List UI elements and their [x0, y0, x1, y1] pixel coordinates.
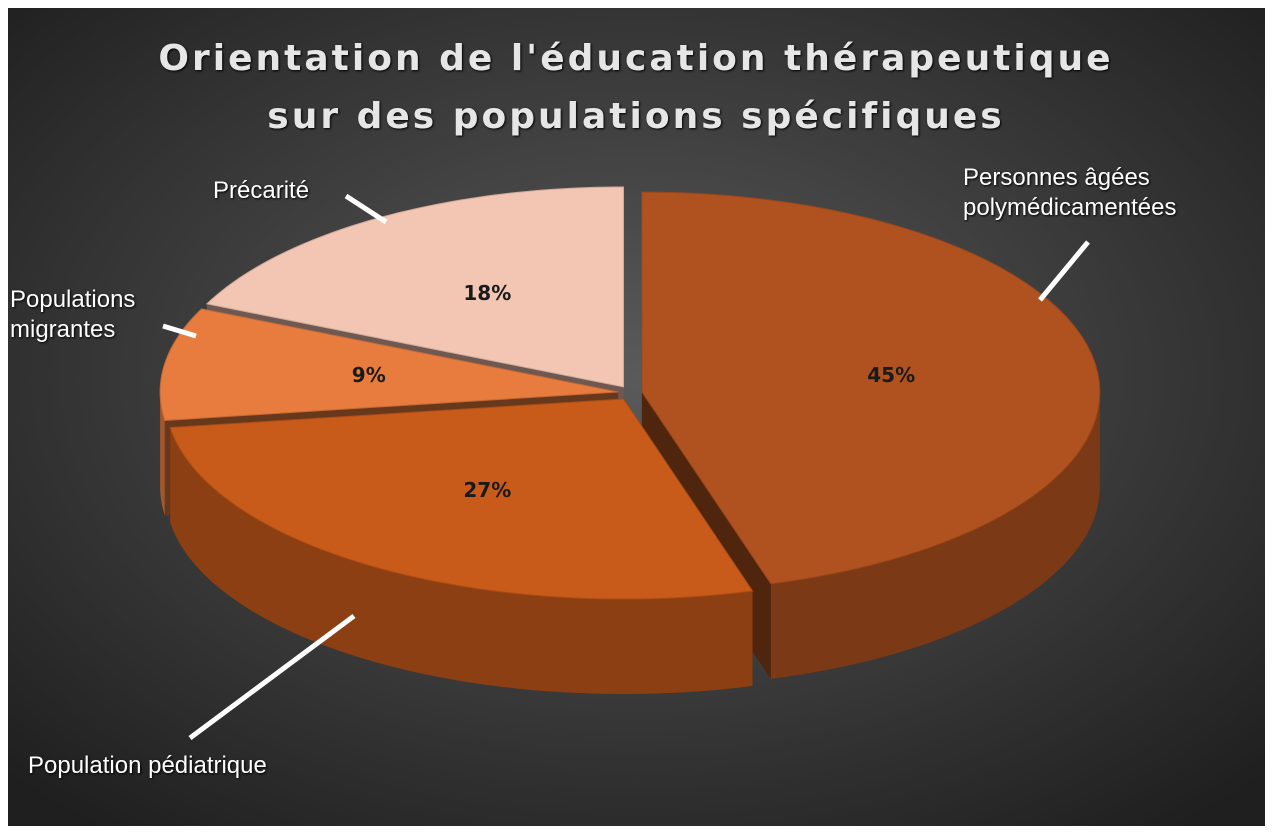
chart-canvas: 45% 27% 9% 18% [8, 8, 1265, 826]
leader-line [162, 323, 197, 339]
chart-title: Orientation de l'éducation thérapeutique… [158, 38, 1114, 137]
leader-line [1038, 240, 1090, 302]
leader-line [344, 193, 388, 225]
pie-slice [159, 308, 619, 421]
pie-slice [169, 398, 754, 600]
slice-side [770, 391, 1100, 679]
leader-lines [162, 193, 1090, 741]
data-label: 9% [352, 363, 386, 387]
slice-side [160, 391, 165, 516]
chart: 45% 27% 9% 18% Orientation de l'éducation t… [8, 8, 1265, 826]
pie: 45% 27% 9% 18% [159, 186, 1101, 695]
pie-slice [205, 186, 625, 388]
category-label: Précarité [213, 177, 310, 204]
category-label: Population pédiatrique [28, 752, 267, 779]
pie-slice [641, 191, 1101, 585]
data-label: 18% [463, 281, 511, 305]
category-label: Populations migrantes [10, 286, 136, 343]
data-label: 45% [867, 363, 915, 387]
leader-line [188, 613, 356, 741]
slice-side [170, 427, 753, 695]
category-label: Personnes âgées polymédicamentées [963, 164, 1177, 221]
data-label: 27% [463, 478, 511, 502]
